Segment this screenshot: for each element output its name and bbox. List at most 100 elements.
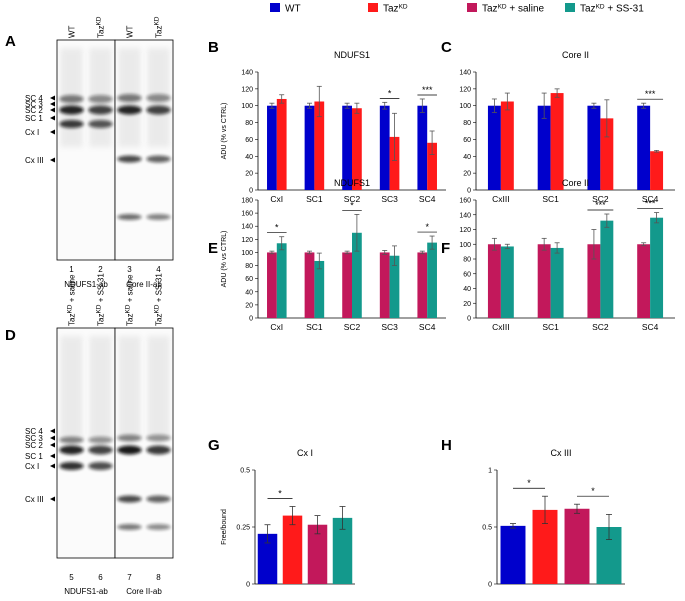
band-arrow [50, 463, 55, 469]
panel-label: G [208, 437, 220, 454]
bar [314, 101, 325, 190]
bar [637, 244, 651, 318]
chart-E: E NDUFS1 0 20 40 60 80 100 120 140 160 180 ADU (% vs… [208, 178, 446, 332]
protein-band [146, 445, 171, 455]
y-tick-label: 0.5 [482, 525, 492, 532]
bar [267, 252, 277, 318]
y-tick-label: 100 [241, 250, 253, 257]
panel-label: C [441, 39, 452, 56]
lane-smear [60, 48, 83, 147]
bar [500, 101, 514, 190]
chart-C: C Core II 0 20 40 60 80 100 120 140 CxIII SC1 SC2 SC4… [441, 39, 675, 204]
protein-band [117, 214, 142, 220]
y-tick-label: 100 [459, 103, 471, 110]
x-tick-label: SC2 [592, 194, 609, 204]
chart-title: Core II [562, 50, 589, 60]
lane-number: 4 [156, 265, 161, 274]
y-tick-label: 40 [245, 289, 253, 296]
legend-label: TazKD [383, 3, 408, 15]
y-axis-label: ADU (% vs CTRL) [221, 103, 228, 160]
significance-marker: *** [645, 89, 656, 99]
y-tick-label: 40 [245, 154, 253, 161]
antibody-label: NDUFS1-ab [64, 587, 108, 596]
x-tick-label: SC2 [344, 322, 361, 332]
lane-header: TazKD + SS-31 [95, 273, 106, 326]
y-tick-label: 80 [463, 120, 471, 127]
antibody-label: NDUFS1-ab [64, 280, 108, 289]
protein-band [146, 155, 171, 163]
chart-title: NDUFS1 [334, 50, 370, 60]
protein-band [146, 524, 171, 530]
lane-number: 6 [98, 573, 103, 582]
blot-panel-D: D SC 4SC 3SC 2 SC 1Cx I Cx III TazKD + salin… [5, 273, 174, 596]
legend-label: TazKD + saline [482, 3, 545, 15]
panel-label: H [441, 437, 452, 454]
bar [304, 252, 315, 318]
significance-marker: * [388, 88, 392, 98]
panel-label: B [208, 39, 219, 56]
y-tick-label: 160 [459, 198, 471, 205]
lane-smear [147, 48, 170, 147]
x-tick-label: SC4 [642, 322, 659, 332]
y-axis-label: ADU (% vs CTRL) [221, 231, 228, 288]
bar [487, 105, 501, 190]
x-tick-label: SC3 [381, 194, 398, 204]
bar [379, 252, 390, 318]
band-label: Cx I [25, 462, 39, 471]
band-arrow [50, 435, 55, 441]
lane-number: 1 [69, 265, 74, 274]
bar [564, 508, 590, 584]
bar [537, 105, 551, 190]
x-tick-label: SC1 [306, 194, 323, 204]
bar [282, 515, 303, 584]
significance-marker: * [527, 478, 531, 488]
bar [352, 108, 362, 190]
y-tick-label: 0.25 [236, 525, 250, 532]
y-tick-label: 60 [463, 271, 471, 278]
y-tick-label: 140 [459, 70, 471, 77]
y-tick-label: 1 [488, 468, 492, 475]
y-tick-label: 180 [241, 198, 253, 205]
bar [637, 105, 651, 190]
band-arrow [50, 115, 55, 121]
y-tick-label: 20 [463, 171, 471, 178]
x-tick-label: CxIII [492, 194, 509, 204]
x-tick-label: CxIII [492, 322, 509, 332]
lane-header: TazKD + saline [66, 274, 77, 326]
band-label: SC 1 [25, 452, 43, 461]
legend-swatch [565, 3, 575, 12]
x-tick-label: SC4 [419, 194, 436, 204]
significance-marker: * [591, 486, 595, 496]
x-tick-label: SC1 [306, 322, 323, 332]
y-tick-label: 100 [459, 242, 471, 249]
chart-G: G Cx I 0 0.25 0.5 Free/bound * [208, 437, 355, 589]
bar [600, 118, 614, 190]
lane-header: WT [126, 25, 135, 38]
bar [352, 232, 362, 318]
y-tick-label: 80 [245, 120, 253, 127]
y-tick-label: 0.5 [240, 468, 250, 475]
bar [587, 105, 601, 190]
protein-band [117, 495, 142, 503]
protein-band [117, 445, 142, 455]
lane-number: 3 [127, 265, 132, 274]
lane-header: TazKD + saline [124, 274, 135, 326]
significance-marker: * [275, 223, 279, 233]
legend-swatch [368, 3, 378, 12]
bar [332, 517, 353, 584]
bar [276, 98, 287, 190]
y-tick-label: 0 [249, 316, 253, 323]
bar [389, 255, 400, 318]
y-tick-label: 0 [467, 188, 471, 195]
protein-band [117, 524, 142, 530]
x-tick-label: SC2 [344, 194, 361, 204]
bar [587, 244, 601, 318]
band-label: Cx III [25, 156, 44, 165]
x-tick-label: SC2 [592, 322, 609, 332]
band-arrow [50, 428, 55, 434]
band-label: SC 3 [25, 100, 43, 109]
significance-marker: * [425, 222, 429, 232]
y-tick-label: 80 [463, 257, 471, 264]
x-tick-label: SC1 [542, 322, 559, 332]
chart-title: Core II [562, 178, 589, 188]
